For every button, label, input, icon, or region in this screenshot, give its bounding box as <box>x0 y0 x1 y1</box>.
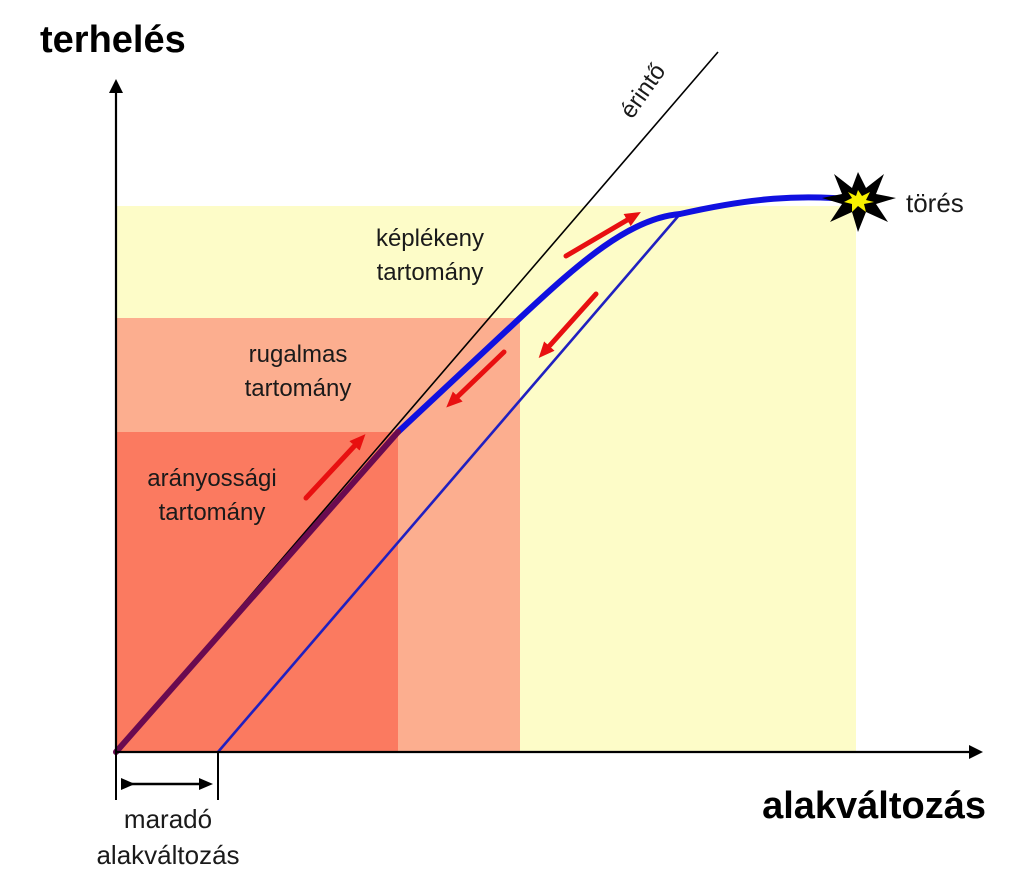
proportional-region-label-2: tartomány <box>159 499 266 526</box>
unloading-arrow-2 <box>446 349 507 408</box>
loading-arrow-2 <box>563 211 641 259</box>
tangent-label: érintő <box>615 59 672 124</box>
y-axis-title: terhelés <box>40 19 186 61</box>
elastic-region-label-2: tartomány <box>245 375 352 402</box>
unloading-arrow-1 <box>538 291 599 358</box>
proportional-curve-segment <box>113 429 401 755</box>
fracture-label: törés <box>906 188 964 218</box>
residual-label-2: alakváltozás <box>96 840 239 870</box>
x-axis-title: alakváltozás <box>762 785 986 827</box>
load-curve <box>395 194 861 435</box>
fracture-burst-icon <box>822 172 896 232</box>
unloading-line <box>217 213 681 753</box>
elastic-region-label-1: rugalmas <box>249 341 348 368</box>
loading-arrow-1 <box>303 434 366 501</box>
proportional-region-label-1: arányossági <box>147 465 276 492</box>
residual-label-1: maradó <box>124 804 212 834</box>
plastic-region-label-1: képlékeny <box>376 225 484 252</box>
plastic-region-label-2: tartomány <box>377 259 484 286</box>
